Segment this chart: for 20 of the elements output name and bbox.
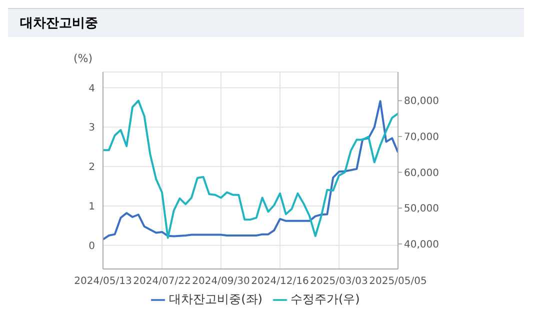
y2-tick-label: 50,000 — [404, 204, 439, 215]
y2-tick-label: 80,000 — [404, 96, 439, 108]
y-tick-label: 0 — [88, 240, 95, 252]
y2-tick-label: 40,000 — [404, 239, 439, 250]
y2-tick-label: 60,000 — [404, 168, 439, 179]
y2-tick-label: 70,000 — [404, 132, 439, 144]
y-axis-title: (%) — [73, 52, 93, 65]
y-tick-label: 3 — [88, 122, 95, 134]
x-tick-label: 2024/12/16 — [251, 276, 309, 288]
x-tick-label: 2024/05/13 — [74, 276, 132, 288]
chart-title: 대차잔고비중 — [8, 8, 524, 37]
legend-label: 대차잔고비중(좌) — [169, 292, 262, 306]
x-tick-label: 2024/09/30 — [192, 276, 250, 288]
y-tick-label: 4 — [88, 83, 95, 94]
x-tick-label: 2025/05/05 — [369, 276, 427, 288]
legend-label: 수정주가(우) — [290, 292, 360, 306]
x-tick-label: 2025/03/03 — [310, 276, 368, 288]
y-tick-label: 2 — [88, 162, 95, 174]
x-tick-label: 2024/07/22 — [133, 276, 191, 288]
y-tick-label: 1 — [88, 202, 95, 213]
